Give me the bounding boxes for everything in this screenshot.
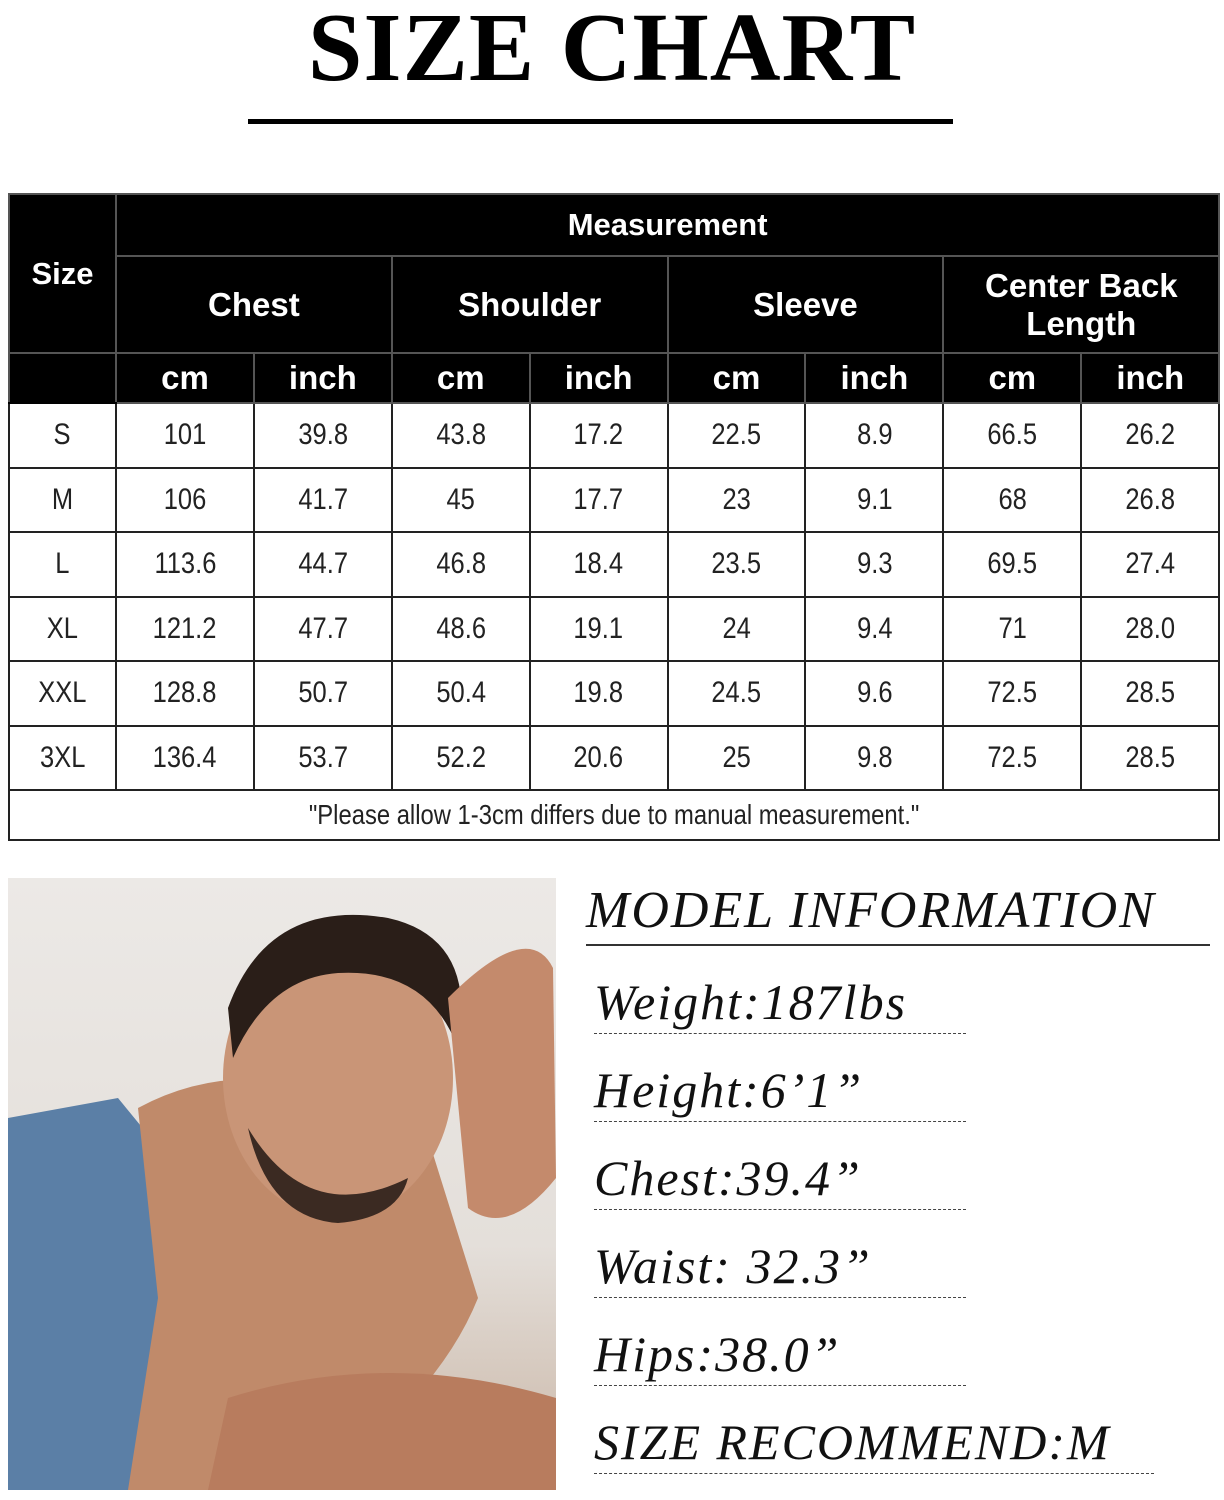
value-cell: 9.8 [804, 724, 945, 791]
value-cell: 19.8 [528, 660, 669, 727]
value-cell: 17.7 [528, 466, 669, 533]
value-cell: 71 [942, 595, 1083, 662]
value-cell: 52.2 [390, 724, 531, 791]
unit-header: inch [804, 352, 945, 404]
value-cell: 23 [666, 466, 807, 533]
unit-header: inch [528, 352, 669, 404]
value-cell: 23.5 [666, 531, 807, 598]
size-cell: 3XL [8, 724, 117, 791]
value-cell: 28.0 [1080, 595, 1221, 662]
value-cell: 46.8 [390, 531, 531, 598]
size-cell: XXL [8, 660, 117, 727]
page-title: SIZE CHART [307, 0, 917, 102]
value-cell: 18.4 [528, 531, 669, 598]
value-cell: 9.4 [804, 595, 945, 662]
value-cell: 69.5 [942, 531, 1083, 598]
value-cell: 50.4 [390, 660, 531, 727]
model-information: MODEL INFORMATION Weight:187lbs Height:6… [586, 878, 1216, 1474]
value-cell: 101 [115, 402, 255, 469]
value-cell: 22.5 [666, 402, 807, 469]
title-underline [248, 119, 953, 124]
table-row: L 113.6 44.7 46.8 18.4 23.5 9.3 69.5 27.4 [8, 531, 1221, 598]
value-cell: 9.1 [804, 466, 945, 533]
value-cell: 68 [942, 466, 1083, 533]
shoulder-header: Shoulder [390, 255, 669, 354]
model-chest: Chest:39.4” [594, 1122, 966, 1210]
value-cell: 26.2 [1080, 402, 1221, 469]
value-cell: 121.2 [115, 595, 255, 662]
model-waist: Waist: 32.3” [594, 1210, 966, 1298]
value-cell: 106 [115, 466, 255, 533]
value-cell: 27.4 [1080, 531, 1221, 598]
value-cell: 128.8 [115, 660, 255, 727]
model-height: Height:6’1” [594, 1034, 966, 1122]
value-cell: 47.7 [252, 595, 393, 662]
model-size-recommend: SIZE RECOMMEND:M [594, 1386, 1154, 1474]
sleeve-header: Sleeve [666, 255, 945, 354]
value-cell: 48.6 [390, 595, 531, 662]
table-row: S 101 39.8 43.8 17.2 22.5 8.9 66.5 26.2 [8, 402, 1221, 469]
value-cell: 17.2 [528, 402, 669, 469]
measurement-header: Measurement [114, 193, 1221, 257]
value-cell: 9.6 [804, 660, 945, 727]
value-cell: 28.5 [1080, 660, 1221, 727]
value-cell: 24.5 [666, 660, 807, 727]
value-cell: 72.5 [942, 724, 1083, 791]
table-row: M 106 41.7 45 17.7 23 9.1 68 26.8 [8, 466, 1221, 533]
size-chart-table: Size Measurement Chest Shoulder Sleeve C… [7, 193, 1221, 841]
unit-header: cm [666, 352, 807, 404]
unit-header: inch [1080, 352, 1221, 404]
value-cell: 26.8 [1080, 466, 1221, 533]
value-cell: 24 [666, 595, 807, 662]
size-cell: S [8, 402, 117, 469]
value-cell: 113.6 [115, 531, 255, 598]
unit-header: cm [942, 352, 1083, 404]
value-cell: 8.9 [804, 402, 945, 469]
value-cell: 66.5 [942, 402, 1083, 469]
table-row: XXL 128.8 50.7 50.4 19.8 24.5 9.6 72.5 28.5 [8, 660, 1221, 727]
value-cell: 45 [390, 466, 531, 533]
size-header: Size [8, 193, 117, 354]
unit-header: cm [390, 352, 531, 404]
table-row: 3XL 136.4 53.7 52.2 20.6 25 9.8 72.5 28.5 [8, 724, 1221, 791]
value-cell: 41.7 [252, 466, 393, 533]
size-cell: XL [8, 595, 117, 662]
measurement-note: "Please allow 1-3cm differs due to manua… [7, 789, 1221, 841]
table-row: XL 121.2 47.7 48.6 19.1 24 9.4 71 28.0 [8, 595, 1221, 662]
value-cell: 136.4 [115, 724, 255, 791]
model-info-heading: MODEL INFORMATION [586, 878, 1210, 946]
value-cell: 25 [666, 724, 807, 791]
model-photo [8, 878, 556, 1490]
unit-header: inch [252, 352, 393, 404]
model-weight: Weight:187lbs [594, 946, 966, 1034]
model-hips: Hips:38.0” [594, 1298, 966, 1386]
center-back-length-header: Center Back Length [942, 255, 1221, 354]
value-cell: 20.6 [528, 724, 669, 791]
value-cell: 28.5 [1080, 724, 1221, 791]
value-cell: 72.5 [942, 660, 1083, 727]
value-cell: 50.7 [252, 660, 393, 727]
size-cell: M [8, 466, 117, 533]
unit-header: cm [115, 352, 255, 404]
value-cell: 9.3 [804, 531, 945, 598]
value-cell: 43.8 [390, 402, 531, 469]
value-cell: 19.1 [528, 595, 669, 662]
size-cell: L [8, 531, 117, 598]
value-cell: 39.8 [252, 402, 393, 469]
chest-header: Chest [115, 255, 393, 354]
value-cell: 44.7 [252, 531, 393, 598]
value-cell: 53.7 [252, 724, 393, 791]
